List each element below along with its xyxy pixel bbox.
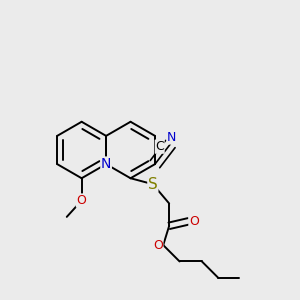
- Text: O: O: [189, 215, 199, 228]
- Text: S: S: [148, 177, 158, 192]
- Text: N: N: [167, 131, 176, 144]
- Text: C: C: [155, 140, 164, 153]
- Text: N: N: [101, 157, 111, 171]
- Text: O: O: [153, 238, 163, 252]
- Text: O: O: [76, 194, 86, 207]
